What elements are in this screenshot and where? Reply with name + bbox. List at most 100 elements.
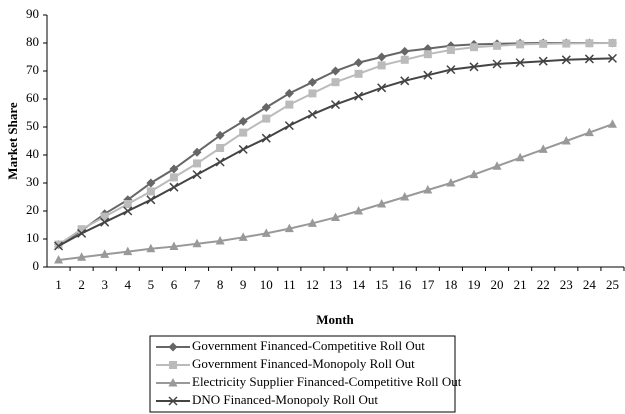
point xyxy=(238,232,248,241)
point xyxy=(539,39,548,48)
point xyxy=(123,200,132,208)
x-tick-label: 21 xyxy=(514,277,527,292)
x-tick-label: 18 xyxy=(444,277,457,292)
point xyxy=(284,88,294,98)
point xyxy=(331,78,340,87)
x-tick-label: 4 xyxy=(125,277,132,292)
point xyxy=(561,136,571,145)
point xyxy=(192,238,202,248)
point xyxy=(377,199,387,208)
point xyxy=(192,147,202,157)
point xyxy=(100,212,109,221)
point xyxy=(307,109,317,119)
x-tick-label: 8 xyxy=(217,277,224,292)
legend-label: Government Financed-Monopoly Roll Out xyxy=(192,356,415,371)
point xyxy=(285,100,294,109)
point xyxy=(607,119,617,128)
y-tick-label: 20 xyxy=(26,202,39,217)
point xyxy=(354,69,363,78)
point xyxy=(330,100,341,110)
point xyxy=(446,65,456,75)
x-tick-label: 13 xyxy=(329,277,342,292)
point xyxy=(608,39,617,47)
point xyxy=(54,240,63,249)
x-tick-label: 23 xyxy=(560,277,573,292)
point xyxy=(262,114,271,123)
point xyxy=(284,223,294,233)
point xyxy=(538,56,548,66)
x-tick-label: 22 xyxy=(537,277,550,292)
y-axis-title: Market Share xyxy=(5,102,20,180)
point xyxy=(238,116,248,126)
point xyxy=(469,43,478,52)
point xyxy=(215,235,225,245)
point xyxy=(215,157,225,167)
point xyxy=(423,70,433,80)
point xyxy=(123,206,133,216)
point xyxy=(146,178,156,188)
point xyxy=(54,241,64,251)
point xyxy=(492,161,502,170)
point xyxy=(354,206,364,215)
series-line xyxy=(58,123,613,261)
point xyxy=(423,50,432,59)
point xyxy=(446,46,455,54)
legend-label: Electricity Supplier Financed-Competitiv… xyxy=(192,374,462,389)
y-tick-label: 40 xyxy=(26,146,39,161)
point xyxy=(561,55,571,65)
point xyxy=(193,159,202,168)
x-tick-label: 9 xyxy=(240,277,247,292)
point xyxy=(168,378,178,387)
point xyxy=(261,133,271,143)
point xyxy=(562,39,571,48)
point xyxy=(585,39,594,48)
point xyxy=(216,144,225,152)
y-tick-label: 80 xyxy=(26,34,39,49)
x-tick-label: 15 xyxy=(375,277,388,292)
point xyxy=(516,40,525,49)
point xyxy=(77,228,87,238)
point xyxy=(168,396,178,406)
point xyxy=(261,102,271,112)
point xyxy=(354,58,364,68)
x-tick-label: 17 xyxy=(421,277,435,292)
point xyxy=(469,62,479,72)
x-tick-label: 25 xyxy=(606,277,619,292)
y-tick-label: 70 xyxy=(26,62,39,77)
point xyxy=(331,212,340,221)
point xyxy=(307,77,317,87)
x-axis-title: Month xyxy=(316,312,354,327)
point xyxy=(469,169,479,179)
point xyxy=(54,255,64,264)
y-tick-label: 10 xyxy=(26,230,39,245)
legend-box xyxy=(149,335,456,413)
x-tick-label: 10 xyxy=(260,277,273,292)
point xyxy=(400,55,409,64)
point xyxy=(192,170,202,180)
x-tick-label: 1 xyxy=(55,277,62,292)
x-tick-label: 24 xyxy=(583,277,597,292)
point xyxy=(400,46,410,56)
point xyxy=(146,187,155,196)
point xyxy=(284,121,294,131)
x-tick-label: 12 xyxy=(306,277,319,292)
x-tick-label: 19 xyxy=(467,277,480,292)
x-tick-label: 16 xyxy=(398,277,412,292)
point xyxy=(515,152,525,162)
x-tick-label: 6 xyxy=(171,277,178,292)
x-tick-label: 5 xyxy=(148,277,155,292)
point xyxy=(423,185,433,194)
x-tick-label: 2 xyxy=(78,277,85,292)
y-tick-label: 60 xyxy=(26,90,39,105)
legend-label: DNO Financed-Monopoly Roll Out xyxy=(192,392,378,407)
point xyxy=(377,83,387,93)
point xyxy=(307,218,317,227)
x-tick-label: 3 xyxy=(101,277,108,292)
point xyxy=(168,342,178,352)
point xyxy=(169,182,179,192)
point xyxy=(261,228,271,237)
y-tick-label: 30 xyxy=(26,174,39,189)
point xyxy=(538,144,548,153)
point xyxy=(354,91,364,101)
